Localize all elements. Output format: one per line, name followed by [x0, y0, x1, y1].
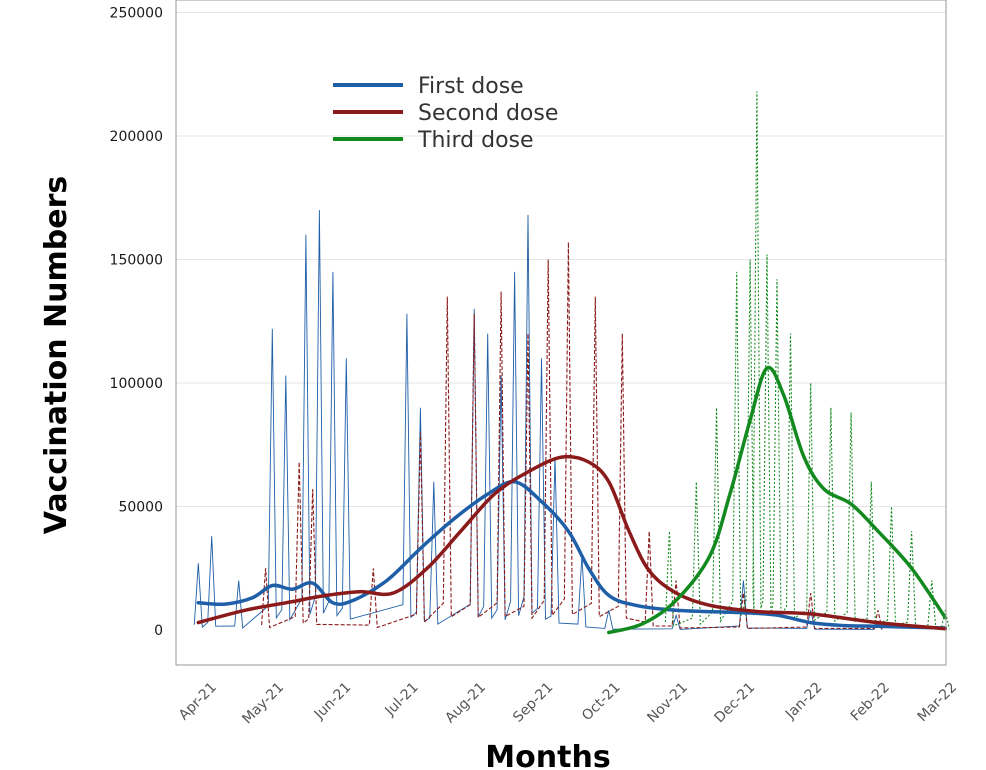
x-tick-label: Apr-21 — [176, 680, 220, 724]
daily-line-second-dose — [261, 242, 883, 630]
x-axis-title: Months — [485, 740, 610, 770]
daily-series-lines — [193, 91, 950, 630]
smooth-line-first-dose — [196, 479, 948, 630]
daily-line-first-dose — [193, 210, 883, 630]
x-tick-label: Nov-21 — [644, 680, 691, 727]
y-tick-label: 50000 — [118, 500, 163, 516]
smoothed-series-lines — [196, 365, 948, 635]
y-axis-title: Vaccination Numbers — [39, 176, 74, 535]
gridlines — [176, 12, 946, 507]
y-tick-label: 100000 — [110, 376, 163, 392]
legend-label: Second dose — [418, 101, 558, 126]
x-tick-label: May-21 — [239, 680, 287, 728]
x-tick-label: Oct-21 — [579, 680, 624, 725]
daily-line-third-dose — [664, 91, 950, 630]
x-tick-label: Mar-22 — [915, 680, 961, 726]
y-axis: 0 50000 100000 150000 200000 250000 — [110, 6, 163, 640]
y-tick-label: 200000 — [110, 129, 163, 145]
x-tick-label: Sep-21 — [510, 680, 556, 726]
y-tick-label: 250000 — [110, 6, 163, 22]
x-tick-label: Jun-21 — [311, 680, 355, 724]
x-axis: Apr-21 May-21 Jun-21 Jul-21 Aug-21 Sep-21 Oct-… — [176, 680, 960, 728]
y-tick-label: 150000 — [110, 253, 163, 269]
x-tick-label: Feb-22 — [848, 680, 893, 725]
smooth-line-second-dose — [196, 454, 948, 631]
x-tick-label: Dec-21 — [712, 680, 759, 727]
x-tick-label: Jan-22 — [782, 680, 825, 723]
x-tick-label: Aug-21 — [442, 680, 489, 727]
plot-frame — [175, 0, 947, 666]
legend-label: First dose — [418, 74, 524, 99]
x-tick-label: Jul-21 — [382, 680, 422, 720]
y-tick-label: 0 — [154, 623, 163, 639]
legend-label: Third dose — [417, 128, 534, 153]
smooth-line-third-dose — [607, 365, 948, 635]
